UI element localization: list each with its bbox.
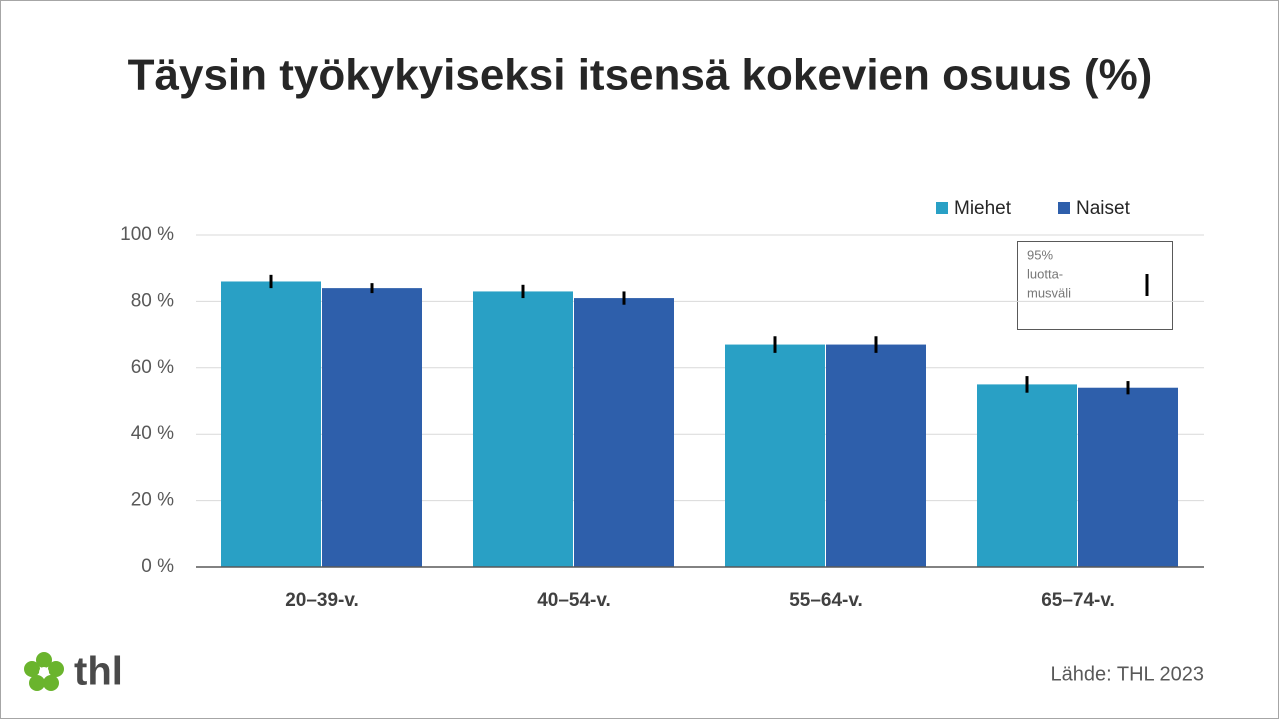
bar bbox=[977, 384, 1077, 567]
bar bbox=[473, 291, 573, 567]
logo-icon bbox=[24, 652, 64, 691]
bar bbox=[725, 344, 825, 567]
bar bbox=[322, 288, 422, 567]
logo-text: thl bbox=[74, 650, 123, 694]
bar bbox=[574, 298, 674, 567]
x-tick-label: 20–39-v. bbox=[285, 590, 359, 611]
legend-label: Naiset bbox=[1076, 198, 1131, 219]
bar bbox=[826, 344, 926, 567]
y-tick-label: 80 % bbox=[131, 290, 174, 311]
bar bbox=[221, 281, 321, 567]
legend-label: Miehet bbox=[954, 198, 1012, 219]
source: Lähde: THL 2023 bbox=[1051, 663, 1204, 685]
x-tick-label: 55–64-v. bbox=[789, 590, 863, 611]
legend-swatch bbox=[936, 202, 948, 214]
y-tick-label: 100 % bbox=[120, 224, 174, 245]
y-tick-label: 40 % bbox=[131, 423, 174, 444]
y-tick-label: 0 % bbox=[141, 556, 174, 577]
ci-legend-text: 95% bbox=[1027, 247, 1053, 262]
legend-swatch bbox=[1058, 202, 1070, 214]
y-tick-label: 20 % bbox=[131, 490, 174, 511]
ci-legend-text: musväli bbox=[1027, 285, 1071, 300]
ci-legend-text: luotta- bbox=[1027, 266, 1063, 281]
x-tick-label: 65–74-v. bbox=[1041, 590, 1115, 611]
bar bbox=[1078, 387, 1178, 567]
x-tick-label: 40–54-v. bbox=[537, 590, 611, 611]
chart-title: Täysin työkykyiseksi itsensä kokevien os… bbox=[128, 51, 1153, 100]
y-tick-label: 60 % bbox=[131, 357, 174, 378]
